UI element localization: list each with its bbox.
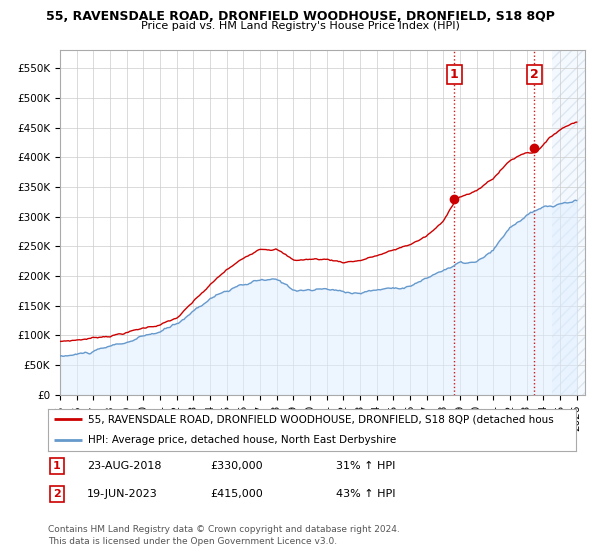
Text: 55, RAVENSDALE ROAD, DRONFIELD WOODHOUSE, DRONFIELD, S18 8QP: 55, RAVENSDALE ROAD, DRONFIELD WOODHOUSE… <box>46 10 554 23</box>
Text: 19-JUN-2023: 19-JUN-2023 <box>87 489 158 499</box>
Bar <box>551 50 585 395</box>
Text: HPI: Average price, detached house, North East Derbyshire: HPI: Average price, detached house, Nort… <box>88 435 396 445</box>
Text: £330,000: £330,000 <box>210 461 263 471</box>
Text: 43% ↑ HPI: 43% ↑ HPI <box>336 489 395 499</box>
Text: 55, RAVENSDALE ROAD, DRONFIELD WOODHOUSE, DRONFIELD, S18 8QP (detached hous: 55, RAVENSDALE ROAD, DRONFIELD WOODHOUSE… <box>88 414 553 424</box>
Text: 1: 1 <box>450 68 458 81</box>
Text: 1: 1 <box>53 461 61 471</box>
Text: Price paid vs. HM Land Registry's House Price Index (HPI): Price paid vs. HM Land Registry's House … <box>140 21 460 31</box>
Text: £415,000: £415,000 <box>210 489 263 499</box>
Text: 2: 2 <box>530 68 539 81</box>
Text: 23-AUG-2018: 23-AUG-2018 <box>87 461 161 471</box>
Text: This data is licensed under the Open Government Licence v3.0.: This data is licensed under the Open Gov… <box>48 537 337 546</box>
Text: 2: 2 <box>53 489 61 499</box>
Text: Contains HM Land Registry data © Crown copyright and database right 2024.: Contains HM Land Registry data © Crown c… <box>48 525 400 534</box>
Text: 31% ↑ HPI: 31% ↑ HPI <box>336 461 395 471</box>
